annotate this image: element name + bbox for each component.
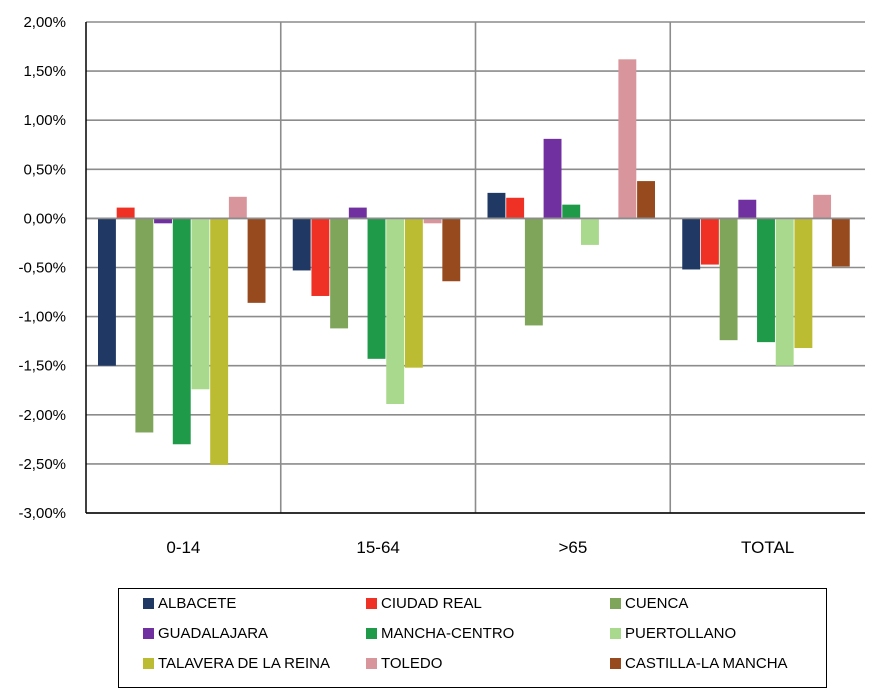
legend-item: TALAVERA DE LA REINA xyxy=(143,655,330,672)
x-category-label: >65 xyxy=(558,538,587,557)
y-axis-tick-labels: 2,00% 1,50% 1,00% 0,50% 0,00% -0,50% -1,00% -1,… xyxy=(18,14,66,522)
bar xyxy=(506,197,525,219)
legend-swatch xyxy=(366,628,377,639)
bar xyxy=(757,218,775,343)
bar xyxy=(562,204,581,219)
legend-swatch xyxy=(610,598,621,609)
legend-swatch xyxy=(143,598,154,609)
legend-label: TOLEDO xyxy=(381,655,443,672)
y-tick-label: 1,00% xyxy=(23,112,66,129)
y-tick-label: -3,00% xyxy=(18,505,66,522)
bar xyxy=(543,138,562,219)
bar xyxy=(228,196,247,219)
legend-label: TALAVERA DE LA REINA xyxy=(158,655,331,672)
y-tick-label: 1,50% xyxy=(23,63,66,80)
bar xyxy=(637,181,655,219)
bar xyxy=(367,218,386,359)
bar xyxy=(719,218,738,341)
legend-label: PUERTOLLANO xyxy=(625,625,737,642)
legend-swatch xyxy=(143,658,154,669)
bar xyxy=(330,218,349,329)
bar xyxy=(135,218,154,433)
bar xyxy=(524,218,543,326)
legend-item: CASTILLA-LA MANCHA xyxy=(610,655,788,672)
legend-label: MANCHA-CENTRO xyxy=(381,625,515,642)
legend-label: ALBACETE xyxy=(158,595,237,612)
x-axis-category-labels: 0-14 15-64 >65 TOTAL xyxy=(166,538,794,557)
bar xyxy=(172,218,191,445)
legend-item: MANCHA-CENTRO xyxy=(366,625,514,642)
bar-chart: 2,00% 1,50% 1,00% 0,50% 0,00% -0,50% -1,00% -1,… xyxy=(18,14,865,557)
legend-label: CUENCA xyxy=(625,595,689,612)
bar xyxy=(154,218,172,224)
legend-item: ALBACETE xyxy=(143,595,236,612)
y-tick-label: -2,50% xyxy=(18,456,66,473)
bar xyxy=(247,218,266,303)
bar xyxy=(442,218,461,282)
x-category-label: TOTAL xyxy=(741,538,794,557)
axes xyxy=(85,22,865,514)
bar xyxy=(210,218,229,465)
bar xyxy=(98,218,116,366)
y-tick-label: 0,50% xyxy=(23,161,66,178)
bar xyxy=(831,218,850,267)
legend-item: PUERTOLLANO xyxy=(610,625,736,642)
y-tick-label: -1,50% xyxy=(18,358,66,375)
legend-label: CASTILLA-LA MANCHA xyxy=(625,655,788,672)
legend-swatch xyxy=(610,628,621,639)
bar xyxy=(191,218,210,390)
legend-label: GUADALAJARA xyxy=(158,625,269,642)
bar xyxy=(813,194,832,219)
y-tick-label: 0,00% xyxy=(23,210,66,227)
y-tick-label: -2,00% xyxy=(18,407,66,424)
x-category-label: 15-64 xyxy=(356,538,399,557)
y-tick-label: -1,00% xyxy=(18,309,66,326)
bar xyxy=(581,218,599,245)
bar xyxy=(348,207,367,219)
legend-label: CIUDAD REAL xyxy=(381,595,482,612)
bar xyxy=(404,218,423,368)
legend-swatch xyxy=(366,598,377,609)
bar xyxy=(700,218,719,265)
y-tick-label: 2,00% xyxy=(23,14,66,31)
legend-swatch xyxy=(143,628,154,639)
legend-item: CUENCA xyxy=(610,595,688,612)
bar xyxy=(423,218,442,224)
bar xyxy=(311,218,330,296)
bar xyxy=(116,207,135,219)
legend: ALBACETE CIUDAD REAL CUENCA GUADALAJARA MANC… xyxy=(118,588,827,688)
x-category-label: 0-14 xyxy=(166,538,200,557)
bar xyxy=(794,218,813,349)
legend-item: GUADALAJARA xyxy=(143,625,268,642)
bar xyxy=(775,218,794,366)
legend-item: TOLEDO xyxy=(366,655,442,672)
bar xyxy=(738,199,757,219)
bar xyxy=(682,218,701,270)
y-tick-label: -0,50% xyxy=(18,260,66,277)
legend-item: CIUDAD REAL xyxy=(366,595,482,612)
legend-swatch xyxy=(610,658,621,669)
bar xyxy=(292,218,311,271)
bars xyxy=(98,59,850,465)
bar xyxy=(386,218,405,404)
legend-swatch xyxy=(366,658,377,669)
bar xyxy=(487,192,506,219)
bar xyxy=(618,59,637,219)
